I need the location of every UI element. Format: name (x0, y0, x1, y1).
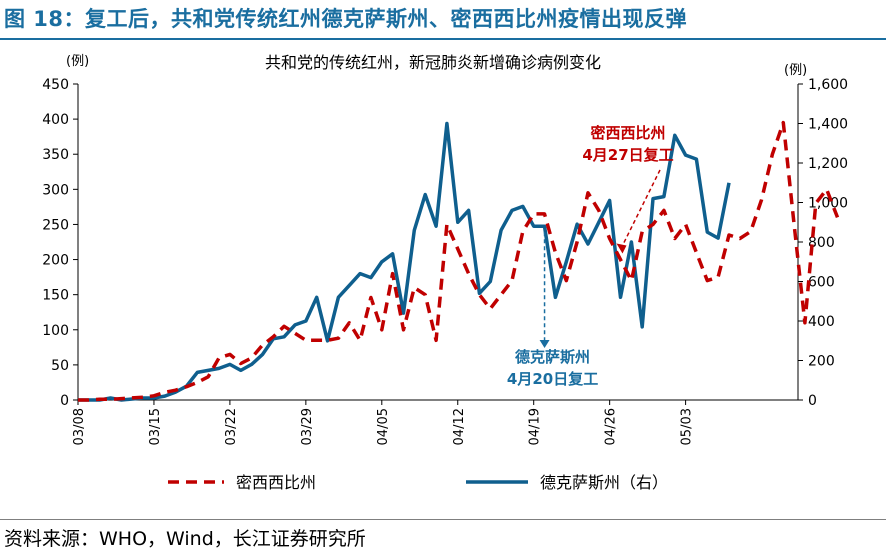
dual-axis-line-chart: 共和党的传统红州，新冠肺炎新增确诊病例变化 (例) (例) 0 50 100 150 2… (42, 53, 848, 492)
legend-label-mississippi: 密西西比州 (236, 473, 316, 492)
left-tick-label: 450 (42, 77, 69, 93)
x-tick-label: 04/26 (604, 408, 619, 445)
right-tick-label: 200 (808, 354, 835, 370)
left-tick-label: 300 (42, 182, 69, 198)
right-tick-label: 1,200 (808, 156, 848, 172)
series-line-mississippi (78, 120, 840, 402)
series-line-texas (78, 121, 731, 402)
x-tick-label: 04/05 (376, 408, 391, 445)
left-tick-label: 250 (42, 217, 69, 233)
left-axis-unit: (例) (66, 54, 89, 69)
x-tick-label: 04/12 (452, 408, 467, 445)
source-note: 资料来源：WHO，Wind，长江证券研究所 (4, 528, 366, 550)
right-tick-label: 400 (808, 314, 835, 330)
left-tick-label: 150 (42, 288, 69, 304)
annotation-mississippi-line: 密西西比州 (590, 124, 665, 142)
right-tick-label: 1,600 (808, 77, 848, 93)
right-tick-label: 800 (808, 235, 835, 251)
left-tick-label: 350 (42, 147, 69, 163)
x-tick-label: 05/03 (680, 408, 695, 445)
left-tick-label: 200 (42, 253, 69, 269)
annotation-arrowhead-mississippi (616, 243, 627, 254)
legend-label-texas: 德克萨斯州（右） (540, 473, 668, 492)
figure-title: 图 18：复工后，共和党传统红州德克萨斯州、密西西比州疫情出现反弹 (4, 7, 688, 31)
right-tick-label: 1,400 (808, 117, 848, 133)
x-tick-label: 03/08 (72, 408, 87, 445)
source-rule (0, 519, 886, 520)
annotation-arrow-mississippi (621, 169, 661, 246)
right-tick-label: 0 (808, 393, 817, 409)
annotation-texas-line: 德克萨斯州 (515, 348, 590, 366)
left-tick-label: 0 (60, 393, 69, 409)
left-tick-label: 100 (42, 323, 69, 339)
x-tick-label: 03/29 (300, 408, 315, 445)
title-rule (0, 38, 886, 40)
x-tick-label: 04/19 (528, 408, 543, 445)
annotation-arrowhead-texas (539, 340, 550, 348)
annotation-mississippi-line: 4月27日复工 (582, 146, 673, 164)
annotation-texas-line: 4月20日复工 (507, 370, 598, 388)
left-tick-label: 400 (42, 112, 69, 128)
right-tick-label: 600 (808, 275, 835, 291)
x-tick-label: 03/22 (224, 408, 239, 445)
right-axis-unit: (例) (784, 63, 807, 78)
left-tick-label: 50 (51, 358, 69, 374)
x-tick-label: 03/15 (148, 408, 163, 445)
chart-title: 共和党的传统红州，新冠肺炎新增确诊病例变化 (265, 53, 601, 72)
